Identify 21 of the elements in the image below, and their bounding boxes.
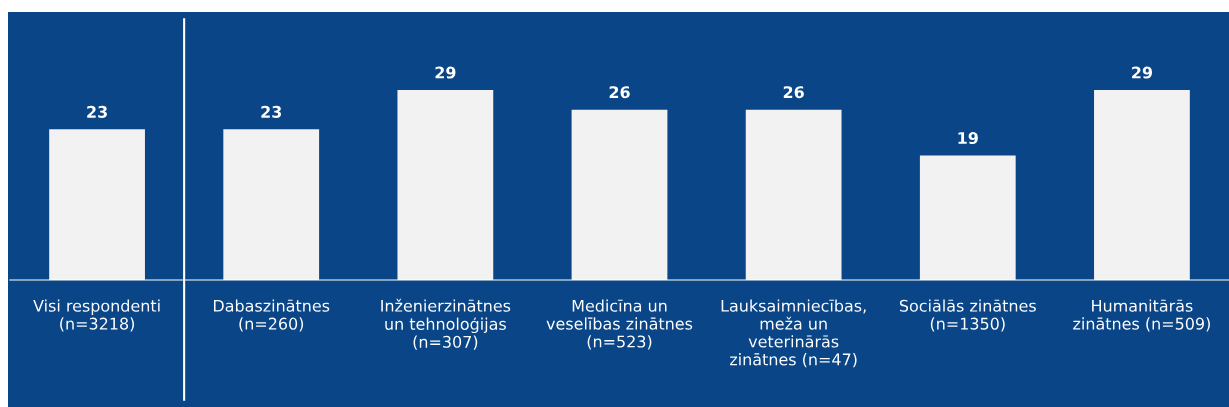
x-tick-label: Sociālās zinātnes (n=1350) — [899, 299, 1036, 332]
data-label: 26 — [609, 86, 630, 99]
bar — [49, 129, 145, 280]
x-tick-label: Humanitārās zinātnes (n=509) — [1073, 299, 1210, 332]
x-tick-label: Dabaszinātnes (n=260) — [213, 299, 330, 332]
x-tick-label: Medicīna un veselības zinātnes (n=523) — [546, 299, 693, 350]
data-label: 23 — [87, 105, 107, 118]
data-label: 26 — [783, 86, 804, 99]
bar — [919, 155, 1016, 280]
data-label: 23 — [261, 105, 282, 118]
data-label: 19 — [958, 132, 978, 145]
bar — [745, 109, 842, 280]
bar — [571, 109, 668, 280]
x-tick-label: Visi respondenti (n=3218) — [33, 299, 160, 332]
data-label: 29 — [1132, 66, 1153, 79]
bar — [1094, 90, 1190, 280]
x-tick-label: Inženierzinātnes un tehnoloģijas (n=307) — [381, 298, 511, 350]
bar — [397, 90, 494, 280]
data-label: 29 — [435, 66, 456, 79]
bar — [223, 129, 320, 280]
x-tick-label: Lauksaimniecības, meža un veterinārās zinātnes (n=47) — [721, 299, 866, 368]
